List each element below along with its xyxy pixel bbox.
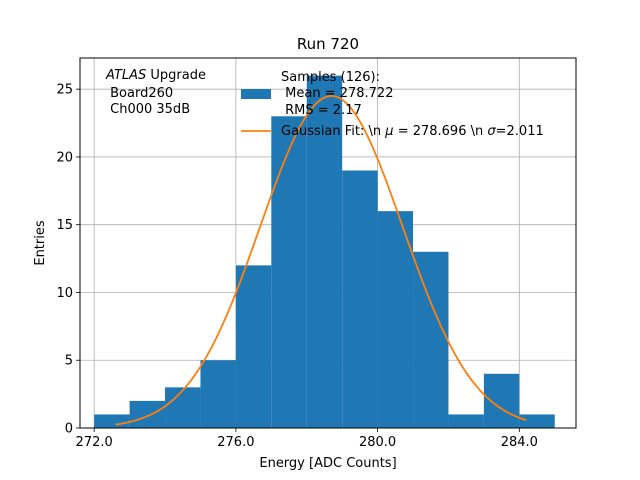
annotation-upgrade: Upgrade (146, 68, 206, 83)
y-axis-label: Entries (33, 220, 48, 266)
y-tick-label: 10 (56, 286, 73, 301)
histogram-bar (306, 75, 343, 428)
histogram-bar (200, 360, 236, 428)
annotation-atlas: ATLAS (105, 68, 146, 83)
histogram-bar (235, 265, 272, 428)
annotation-line-1: ATLAS Upgrade (105, 68, 206, 83)
legend: Samples (126): Mean = 278.722 RMS = 2.17… (241, 70, 544, 139)
x-tick-label: 280.0 (359, 435, 396, 450)
histogram-bar (483, 373, 520, 428)
histogram-bar (271, 116, 307, 429)
histogram-bar (448, 414, 484, 428)
histogram-bar (519, 414, 555, 428)
plot-frame (79, 57, 577, 429)
gaussian-fit-curve (115, 95, 527, 426)
histogram-bar (94, 414, 130, 428)
y-axis-ticks: 0 5 10 15 20 25 (56, 83, 80, 437)
legend-fit-label: Gaussian Fit: \n μ = 278.696 \n σ=2.011 (281, 124, 544, 139)
legend-hist-label-line-1: Samples (126): (281, 70, 380, 85)
x-tick-label: 272.0 (76, 435, 113, 450)
histogram-bar (342, 170, 378, 428)
histogram-bar (165, 387, 201, 428)
legend-hist-label-line-2: Mean = 278.722 (281, 86, 393, 101)
y-tick-label: 20 (56, 150, 73, 165)
x-tick-label: 276.0 (217, 435, 254, 450)
histogram-bar (129, 400, 166, 428)
legend-hist-label-line-3: RMS = 2.17 (281, 103, 362, 118)
histogram-bar (413, 251, 449, 428)
annotation-channel: Ch000 35dB (106, 102, 190, 117)
annotation-board: Board260 (106, 86, 173, 101)
x-axis-ticks: 272.0 276.0 280.0 284.0 (76, 428, 538, 450)
y-tick-label: 25 (56, 83, 73, 98)
histogram-bars (94, 75, 555, 429)
atlas-annotation: ATLAS Upgrade Board260 Ch000 35dB (105, 68, 206, 117)
x-tick-label: 284.0 (501, 435, 538, 450)
legend-hist-swatch (241, 89, 271, 99)
chart-title: Run 720 (297, 35, 359, 53)
y-tick-label: 5 (65, 354, 73, 369)
y-tick-label: 0 (65, 422, 73, 437)
x-axis-label: Energy [ADC Counts] (259, 456, 396, 471)
histogram-bar (377, 211, 414, 428)
y-tick-label: 15 (56, 218, 73, 233)
